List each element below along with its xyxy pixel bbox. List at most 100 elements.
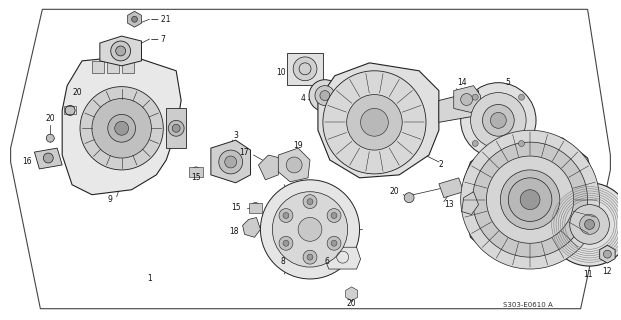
Polygon shape — [92, 61, 104, 73]
Circle shape — [168, 120, 184, 136]
Circle shape — [279, 236, 293, 250]
Circle shape — [461, 93, 473, 106]
Text: 14: 14 — [456, 78, 466, 87]
Text: 15: 15 — [191, 173, 201, 182]
Circle shape — [250, 203, 260, 212]
Circle shape — [309, 80, 341, 111]
Circle shape — [347, 95, 402, 150]
Text: 17: 17 — [239, 148, 248, 156]
Circle shape — [320, 91, 330, 100]
Polygon shape — [128, 11, 142, 27]
Polygon shape — [464, 132, 596, 264]
Circle shape — [472, 140, 478, 147]
Polygon shape — [211, 140, 250, 183]
Text: 6: 6 — [325, 257, 330, 266]
Circle shape — [191, 167, 201, 177]
Polygon shape — [600, 245, 615, 263]
Text: 18: 18 — [229, 227, 238, 236]
Circle shape — [307, 254, 313, 260]
Circle shape — [473, 142, 587, 257]
Text: 16: 16 — [22, 157, 32, 166]
Circle shape — [508, 178, 552, 221]
Polygon shape — [461, 192, 479, 214]
Text: 8: 8 — [281, 257, 285, 266]
Circle shape — [584, 220, 594, 229]
Circle shape — [172, 124, 180, 132]
Circle shape — [279, 209, 293, 222]
Circle shape — [569, 204, 609, 244]
Text: 11: 11 — [583, 269, 592, 278]
Circle shape — [323, 71, 426, 174]
Circle shape — [92, 99, 152, 158]
Polygon shape — [34, 148, 62, 169]
Circle shape — [347, 289, 356, 299]
Circle shape — [471, 92, 526, 148]
Circle shape — [461, 83, 536, 158]
Text: 20: 20 — [45, 114, 55, 123]
Circle shape — [331, 240, 337, 246]
Text: 10: 10 — [276, 68, 286, 77]
Circle shape — [404, 193, 414, 203]
Circle shape — [303, 195, 317, 209]
Text: — 21: — 21 — [152, 15, 171, 24]
Polygon shape — [100, 36, 142, 66]
Circle shape — [486, 156, 574, 243]
Circle shape — [260, 180, 360, 279]
Polygon shape — [278, 148, 310, 182]
Polygon shape — [189, 167, 203, 177]
Circle shape — [327, 236, 341, 250]
Circle shape — [548, 183, 621, 266]
Text: 13: 13 — [444, 200, 453, 209]
Circle shape — [483, 105, 514, 136]
Circle shape — [315, 86, 335, 106]
Polygon shape — [166, 108, 186, 148]
Circle shape — [43, 153, 53, 163]
Polygon shape — [454, 86, 481, 112]
Circle shape — [491, 112, 506, 128]
Circle shape — [225, 156, 237, 168]
Circle shape — [303, 250, 317, 264]
Circle shape — [361, 108, 388, 136]
Polygon shape — [258, 155, 280, 180]
Text: 2: 2 — [439, 160, 443, 170]
Circle shape — [65, 106, 75, 116]
Circle shape — [132, 16, 137, 22]
Polygon shape — [243, 218, 260, 237]
Circle shape — [129, 13, 140, 25]
Polygon shape — [318, 63, 439, 178]
Polygon shape — [346, 287, 358, 301]
Text: 12: 12 — [602, 267, 612, 276]
Text: 20: 20 — [347, 299, 356, 308]
Text: — 7: — 7 — [152, 35, 166, 44]
Polygon shape — [325, 247, 361, 269]
Circle shape — [108, 114, 135, 142]
Circle shape — [307, 199, 313, 204]
Circle shape — [283, 212, 289, 219]
Circle shape — [47, 134, 54, 142]
Circle shape — [116, 46, 125, 56]
Circle shape — [283, 240, 289, 246]
Polygon shape — [287, 53, 323, 85]
Circle shape — [293, 57, 317, 81]
Text: 3: 3 — [233, 131, 238, 140]
Text: 15: 15 — [231, 203, 240, 212]
Circle shape — [286, 157, 302, 173]
Text: 5: 5 — [506, 78, 510, 87]
Text: 1: 1 — [147, 275, 152, 284]
Circle shape — [472, 94, 478, 100]
Circle shape — [604, 250, 611, 258]
Circle shape — [520, 190, 540, 210]
Text: 9: 9 — [107, 195, 112, 204]
Circle shape — [579, 214, 599, 234]
Circle shape — [115, 121, 129, 135]
Circle shape — [80, 87, 163, 170]
Circle shape — [501, 170, 560, 229]
Text: 19: 19 — [293, 140, 303, 150]
Circle shape — [219, 150, 243, 174]
Circle shape — [519, 140, 525, 147]
Circle shape — [327, 209, 341, 222]
Polygon shape — [439, 178, 464, 198]
Text: S303-E0610 A: S303-E0610 A — [503, 302, 553, 308]
Circle shape — [298, 218, 322, 241]
Circle shape — [331, 212, 337, 219]
